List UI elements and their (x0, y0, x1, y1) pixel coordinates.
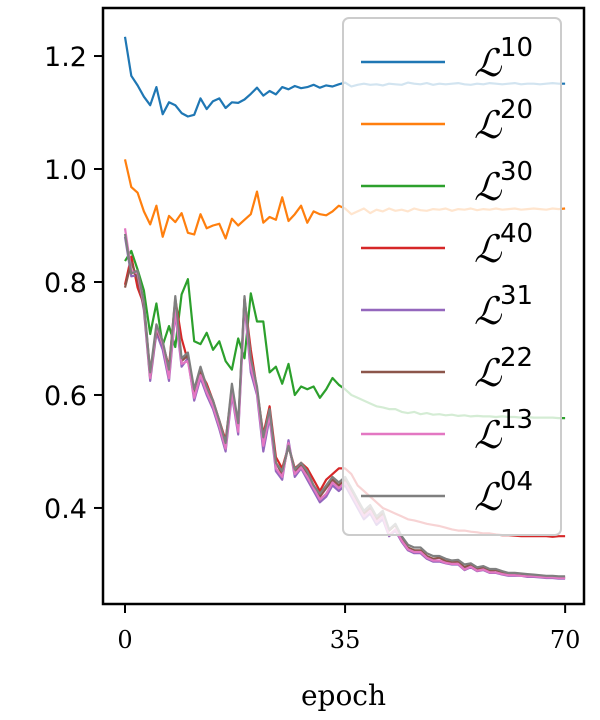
legend-label-20: ℒ (474, 103, 503, 147)
x-tick-label: 70 (550, 626, 581, 654)
y-tick-label: 0.4 (44, 494, 87, 525)
x-tick-label: 0 (117, 626, 132, 654)
legend-superscript-22: 22 (500, 343, 533, 373)
y-tick-label: 0.8 (44, 268, 87, 299)
legend-superscript-31: 31 (500, 281, 533, 311)
x-axis-label: epoch (301, 679, 386, 712)
y-tick-label: 1.0 (44, 155, 87, 186)
legend-label-40: ℒ (474, 227, 503, 271)
legend-label-10: ℒ (474, 41, 503, 85)
axes: 0.4 0.6 0.8 1.0 1.2 0 35 70 (44, 42, 580, 654)
y-tick-label: 1.2 (44, 42, 87, 73)
legend-box (342, 17, 562, 536)
legend-superscript-10: 10 (500, 33, 533, 63)
legend-superscript-13: 13 (500, 405, 533, 435)
legend-superscript-30: 30 (500, 157, 533, 187)
y-tick-label: 0.6 (44, 381, 87, 412)
plot-frame (101, 6, 586, 606)
legend-superscript-20: 20 (500, 95, 533, 125)
legend-superscript-04: 04 (500, 467, 533, 497)
legend-label-31: ℒ (474, 289, 503, 333)
legend-label-22: ℒ (474, 351, 503, 395)
x-tick-label: 35 (330, 626, 361, 654)
legend-label-13: ℒ (474, 413, 503, 457)
legend-superscript-40: 40 (500, 219, 533, 249)
legend-label-30: ℒ (474, 165, 503, 209)
legend-label-04: ℒ (474, 475, 503, 519)
